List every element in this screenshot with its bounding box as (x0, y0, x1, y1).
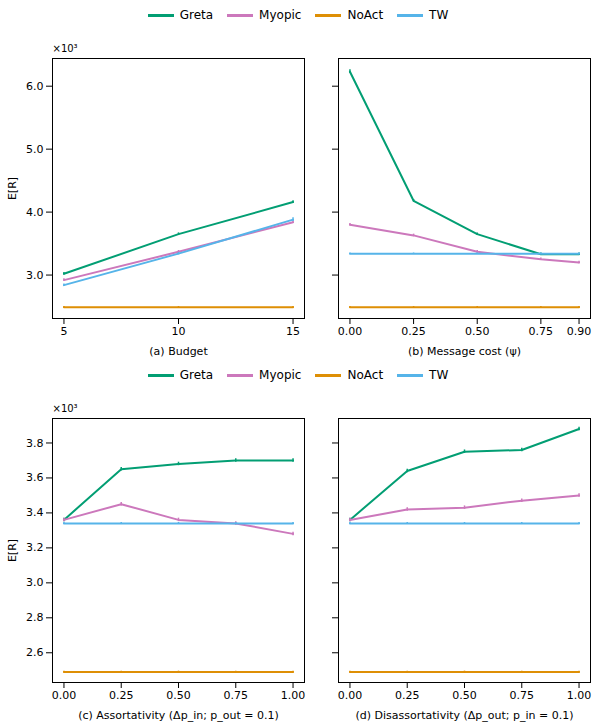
svg-text:0.75: 0.75 (529, 325, 554, 338)
html-text:Greta: Greta (179, 8, 214, 22)
svg-text:0.75: 0.75 (224, 689, 249, 702)
svg-text:(c) Assortativity (Δp_in; p_ou: (c) Assortativity (Δp_in; p_out = 0.1) (78, 709, 279, 722)
svg-text:0.00: 0.00 (52, 689, 77, 702)
svg-text:0.25: 0.25 (109, 689, 133, 702)
html-text:NoAct: NoAct (347, 368, 384, 382)
svg-text:0.00: 0.00 (338, 325, 363, 338)
html-text:NoAct: NoAct (347, 8, 384, 22)
svg-text:5: 5 (60, 325, 67, 338)
svg-text:0.50: 0.50 (465, 325, 490, 338)
svg-text:3.8: 3.8 (26, 436, 44, 449)
svg-text:×10³: ×10³ (53, 403, 78, 414)
svg-text:3.4: 3.4 (26, 506, 44, 519)
svg-text:2.8: 2.8 (26, 611, 44, 624)
svg-text:0.50: 0.50 (166, 689, 191, 702)
html-text:TW: TW (429, 8, 449, 22)
svg-text:0.00: 0.00 (338, 689, 363, 702)
svg-text:(d) Disassortativity (Δp_out;: (d) Disassortativity (Δp_out; p_in = 0.1… (355, 709, 573, 722)
svg-text:2.6: 2.6 (26, 646, 44, 659)
svg-text:0.25: 0.25 (401, 325, 426, 338)
svg-text:×10³: ×10³ (53, 43, 78, 54)
svg-text:E[R]: E[R] (6, 539, 19, 562)
svg-text:6.0: 6.0 (26, 80, 44, 93)
svg-text:3.2: 3.2 (26, 541, 44, 554)
svg-text:1.00: 1.00 (281, 689, 306, 702)
svg-text:3.0: 3.0 (26, 269, 44, 282)
svg-text:1.00: 1.00 (567, 689, 592, 702)
html-text:Myopic: Myopic (259, 8, 302, 22)
html-text:Greta: Greta (179, 368, 214, 382)
svg-text:5.0: 5.0 (26, 143, 44, 156)
svg-text:E[R]: E[R] (6, 177, 19, 200)
html-text:TW: TW (429, 368, 449, 382)
svg-text:0.75: 0.75 (510, 689, 535, 702)
svg-text:4.0: 4.0 (26, 206, 44, 219)
svg-text:15: 15 (286, 325, 300, 338)
svg-text:(b) Message cost (ψ): (b) Message cost (ψ) (408, 345, 521, 358)
svg-text:3.0: 3.0 (26, 576, 44, 589)
svg-text:10: 10 (172, 325, 186, 338)
html-text:Myopic: Myopic (259, 368, 302, 382)
svg-text:3.6: 3.6 (26, 471, 44, 484)
svg-text:0.50: 0.50 (452, 689, 477, 702)
svg-text:0.90: 0.90 (567, 325, 592, 338)
svg-text:0.25: 0.25 (395, 689, 420, 702)
svg-text:(a) Budget: (a) Budget (149, 345, 208, 358)
